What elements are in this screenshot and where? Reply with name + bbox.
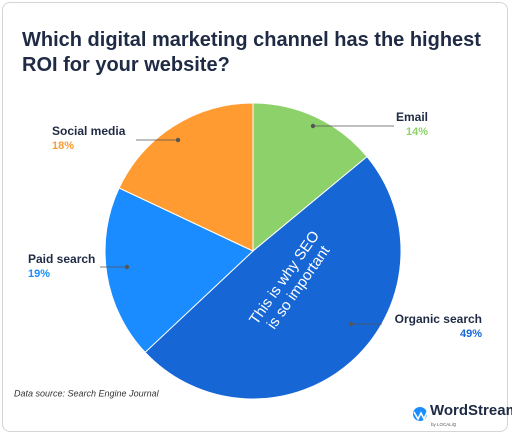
logo: WordStream by LOCALiQ bbox=[413, 402, 512, 427]
pie-slice bbox=[104, 187, 254, 354]
pie-slice bbox=[118, 102, 254, 252]
value-label: 14% bbox=[406, 126, 428, 138]
category-label: Social media bbox=[52, 124, 126, 138]
value-label: 18% bbox=[52, 140, 74, 152]
brand-sub: by LOCALiQ bbox=[431, 422, 457, 427]
leader-dot bbox=[124, 264, 130, 270]
category-label: Email bbox=[396, 110, 428, 124]
value-label: 19% bbox=[28, 268, 50, 280]
leader-dot bbox=[175, 137, 181, 143]
pie-slice bbox=[252, 102, 368, 253]
brand: WordStream bbox=[430, 402, 512, 419]
logo-mark bbox=[413, 409, 429, 421]
value-label: 49% bbox=[460, 328, 482, 340]
pie-slice bbox=[144, 155, 402, 400]
category-label: Paid search bbox=[28, 252, 95, 266]
chart-frame bbox=[2, 2, 508, 432]
chart-title: Which digital marketing channel has the … bbox=[22, 29, 481, 76]
source: Data source: Search Engine Journal bbox=[14, 388, 160, 398]
leader-dot bbox=[348, 321, 354, 327]
leader-dot bbox=[310, 123, 316, 129]
category-label: Organic search bbox=[395, 312, 482, 326]
